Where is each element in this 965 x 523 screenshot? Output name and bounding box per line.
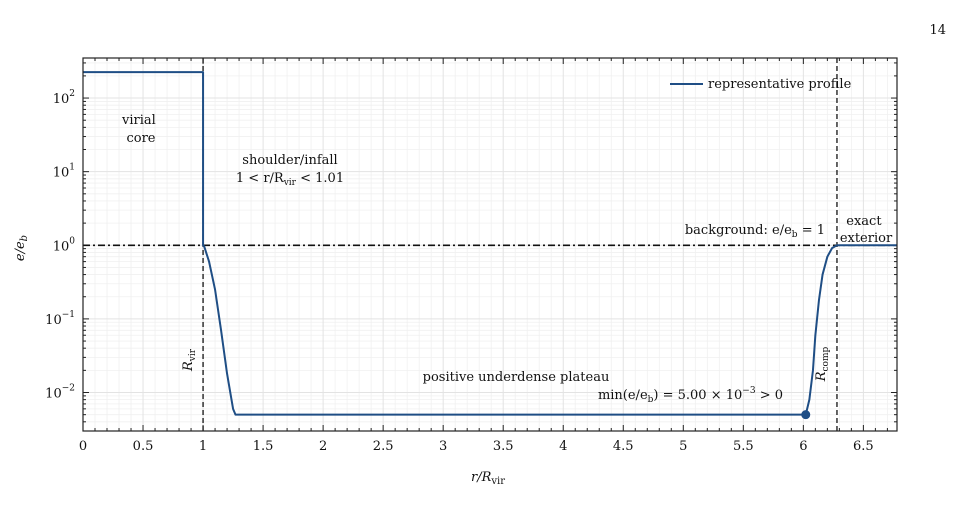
annotation-virial-core: virial core — [121, 113, 160, 146]
y-tick-label: 10−1 — [45, 310, 75, 328]
legend-label: representative profile — [708, 77, 852, 92]
annotation-plateau-min: min(e/eb) = 5.00 × 10−3 > 0 — [598, 386, 783, 405]
rcomp-label: Rcomp — [814, 346, 831, 382]
plot-frame — [82, 57, 898, 432]
x-tick-label: 3.5 — [493, 439, 514, 454]
annotation-shoulder-range: 1 < r/Rvir < 1.01 — [236, 171, 344, 188]
x-tick-label: 6.5 — [853, 439, 874, 454]
x-tick-label: 5 — [679, 439, 687, 454]
x-tick-label: 5.5 — [733, 439, 754, 454]
rvir-label: Rvir — [181, 348, 198, 372]
x-tick-label: 0.5 — [133, 439, 154, 454]
y-tick-label: 10−2 — [45, 384, 75, 402]
page-number: 14 — [929, 23, 946, 38]
annotation-plateau: positive underdense plateau — [423, 370, 610, 385]
y-tick-label: 101 — [53, 163, 75, 181]
series-layer — [83, 71, 897, 420]
annotation-shoulder: shoulder/infall — [242, 153, 337, 168]
y-tick-labels: 10−2 10−1 100 101 102 — [45, 89, 75, 401]
x-tick-label: 1 — [199, 439, 207, 454]
profile-line — [83, 71, 897, 416]
legend: representative profile — [670, 77, 852, 92]
x-tick-label: 2 — [319, 439, 327, 454]
x-tick-label: 1.5 — [253, 439, 274, 454]
annotation-exterior: exact exterior — [840, 214, 893, 246]
minimum-marker — [801, 410, 811, 420]
x-tick-labels: 0 0.5 1 1.5 2 2.5 3 3.5 4 4.5 5 5.5 6 6.5 — [79, 439, 874, 454]
x-tick-label: 6 — [799, 439, 807, 454]
x-tick-label: 4.5 — [613, 439, 634, 454]
x-tick-label: 0 — [79, 439, 87, 454]
x-tick-label: 3 — [439, 439, 447, 454]
x-axis-label: r/Rvir — [471, 470, 505, 487]
y-tick-label: 102 — [53, 89, 75, 107]
y-axis-label: e/eb — [13, 235, 30, 261]
minor-grid — [83, 58, 897, 432]
annotation-background: background: e/eb = 1 — [685, 223, 825, 240]
x-tick-label: 4 — [559, 439, 567, 454]
y-tick-label: 100 — [53, 236, 76, 254]
x-tick-label: 2.5 — [373, 439, 394, 454]
